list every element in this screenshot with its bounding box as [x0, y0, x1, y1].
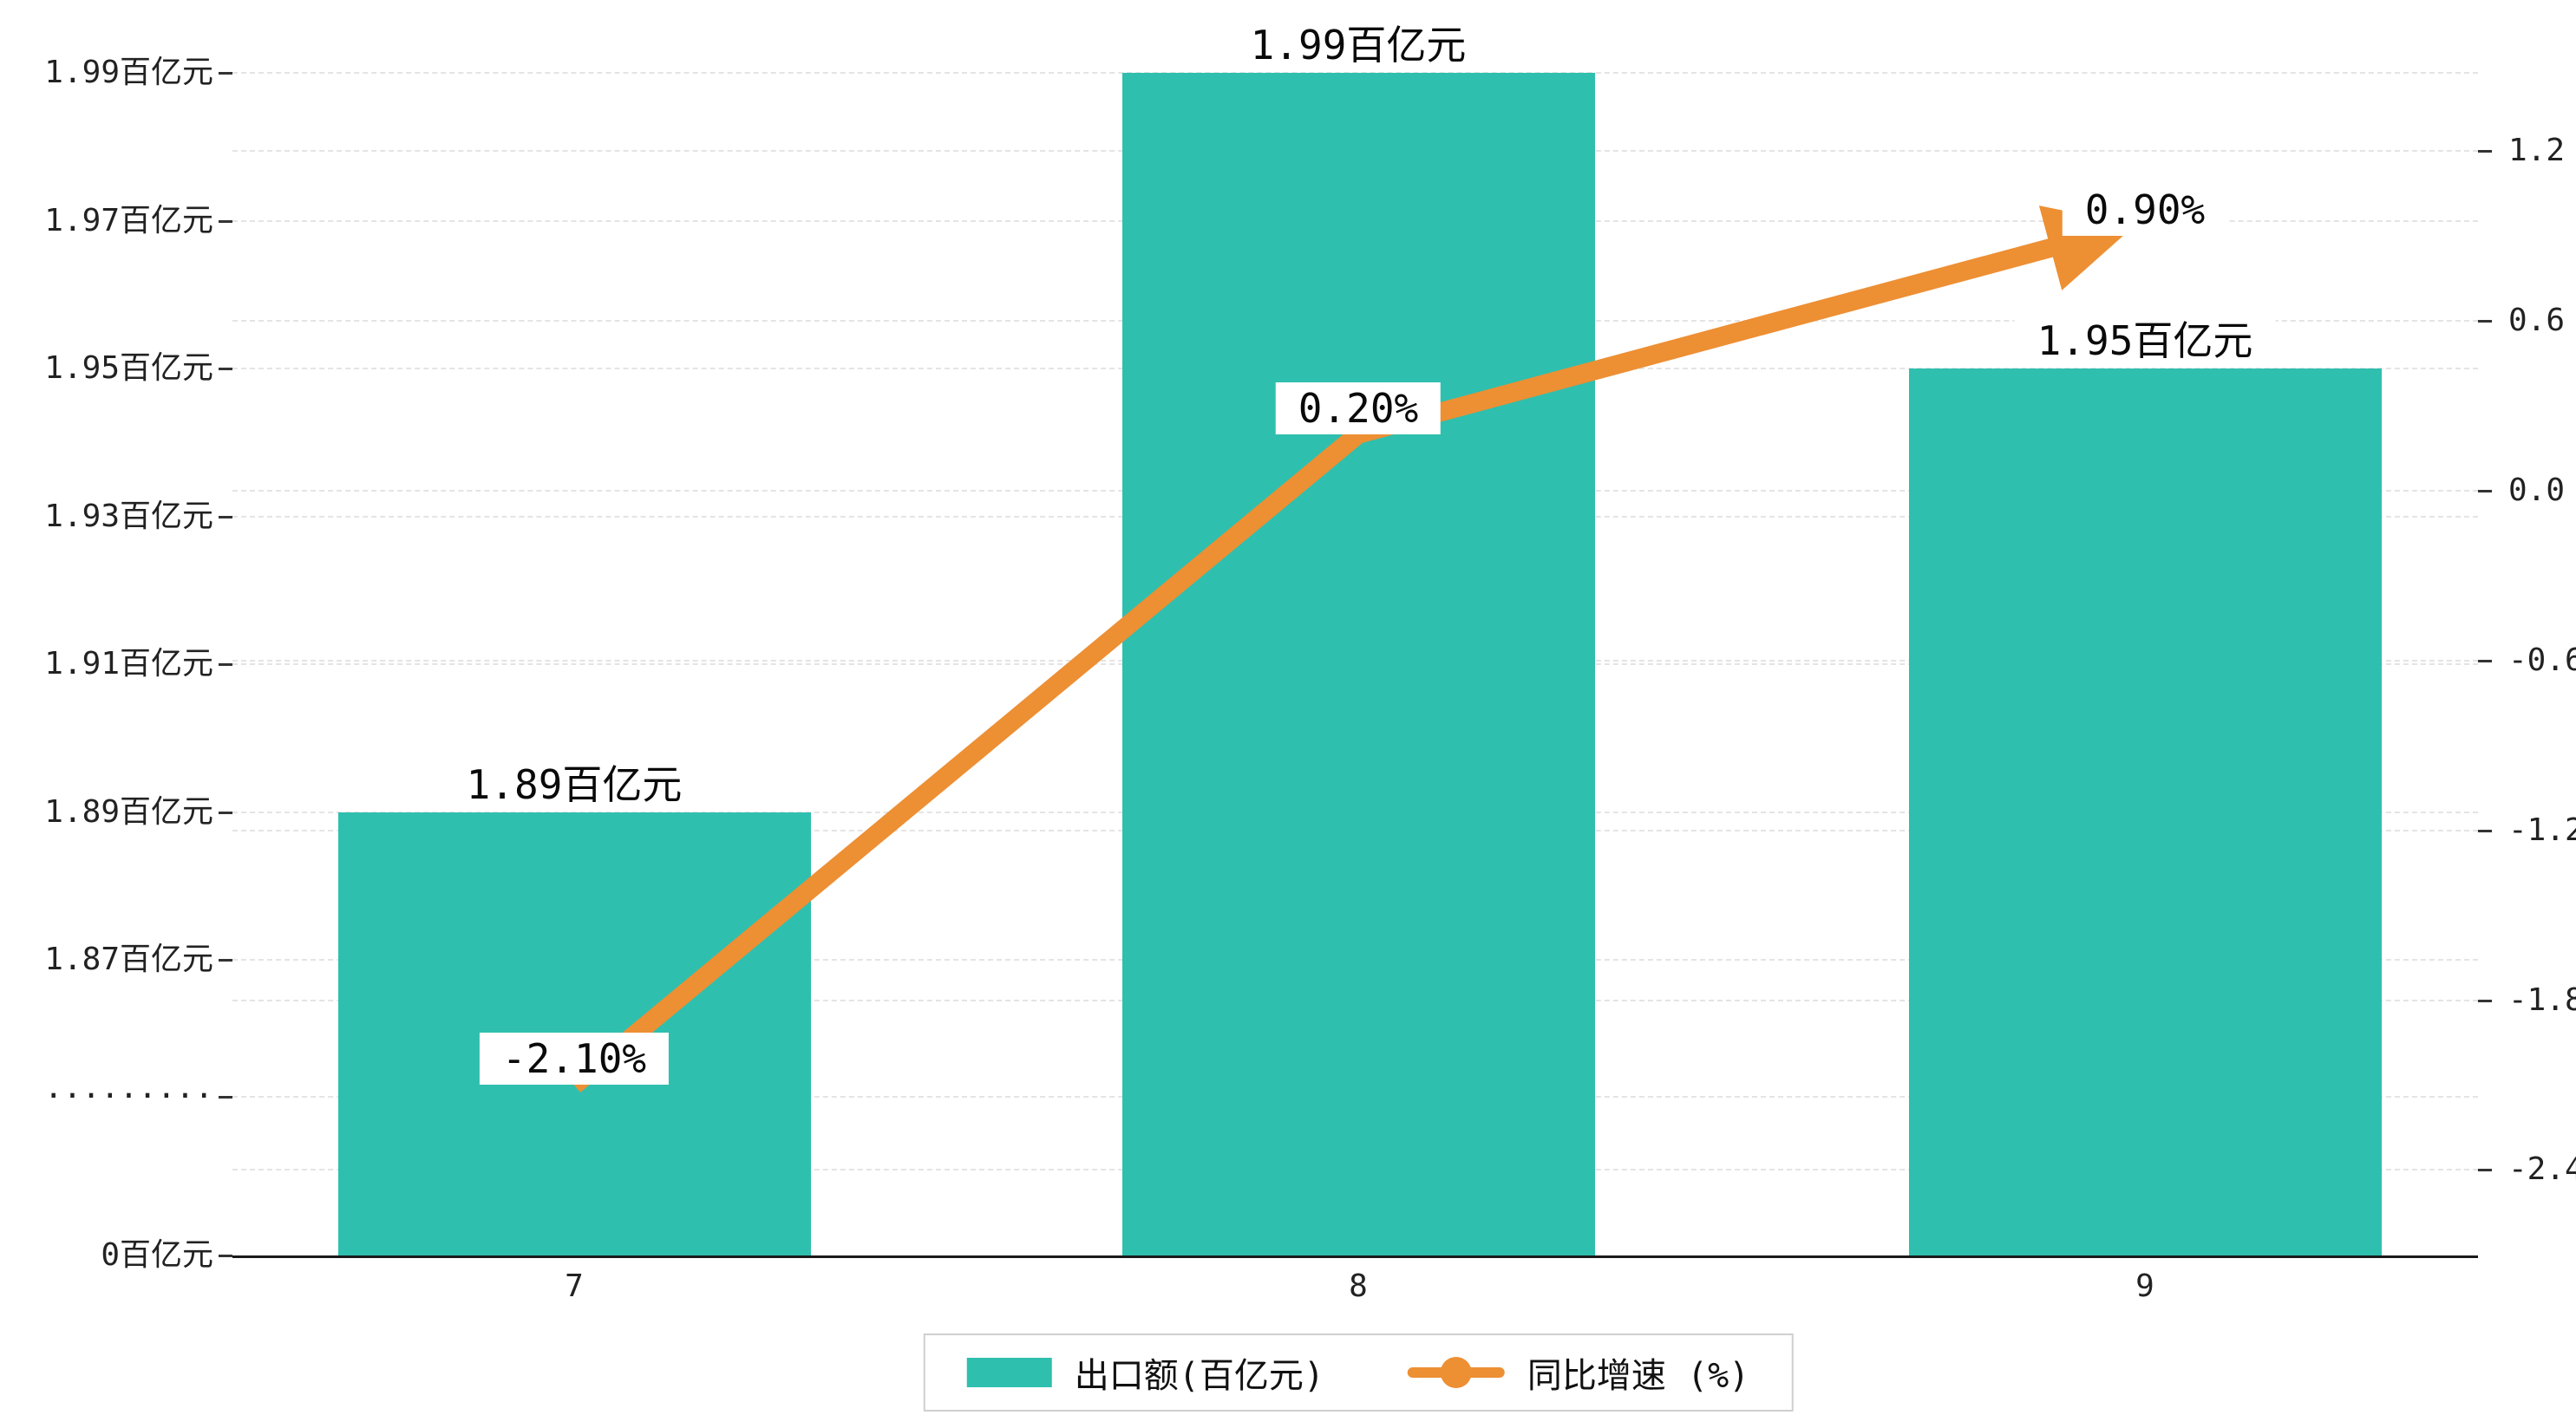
right-axis-label: -2.4 — [2508, 1151, 2576, 1188]
right-axis-tick — [2478, 999, 2492, 1002]
legend-item-growth: 同比增速 (%) — [1407, 1347, 1750, 1398]
left-axis-zero-label: 0百亿元 — [101, 1237, 213, 1273]
x-axis-label: 9 — [2135, 1268, 2154, 1304]
left-axis-tick — [219, 1096, 232, 1099]
left-axis-label: 1.97百亿元 — [44, 202, 213, 238]
left-axis-tick — [219, 219, 232, 223]
left-axis-label: 1.93百亿元 — [44, 498, 213, 534]
x-axis-label: 7 — [565, 1268, 584, 1304]
bar-value-label: 1.95百亿元 — [2014, 315, 2276, 367]
left-axis-label: 1.87百亿元 — [44, 942, 213, 977]
bar-value-label: 1.89百亿元 — [443, 758, 705, 811]
right-axis-tick — [2478, 829, 2492, 832]
bar-month-8 — [1121, 73, 1595, 1255]
left-axis-tick — [219, 515, 232, 518]
x-axis-line — [232, 1255, 2478, 1258]
right-axis-tick — [2478, 659, 2492, 662]
legend: 出口额(百亿元) 同比增速 (%) — [923, 1333, 1794, 1412]
bar-value-label: 1.99百亿元 — [1227, 19, 1489, 71]
right-axis-label: -1.8 — [2508, 981, 2576, 1018]
legend-item-exports: 出口额(百亿元) — [966, 1347, 1324, 1398]
line-marker-icon — [1407, 1357, 1505, 1388]
legend-label-growth: 同比增速 (%) — [1527, 1356, 1750, 1396]
left-axis-tick — [219, 72, 232, 75]
right-axis-label: -1.2 — [2508, 812, 2576, 848]
right-axis-label: -0.6 — [2508, 642, 2576, 678]
x-axis-label: 8 — [1349, 1268, 1368, 1304]
legend-label-exports: 出口额(百亿元) — [1074, 1356, 1324, 1396]
right-axis-tick — [2478, 490, 2492, 492]
right-axis-tick — [2478, 150, 2492, 153]
axis-break-label: ········· — [43, 1079, 213, 1114]
left-axis-label: 1.89百亿元 — [44, 793, 213, 830]
left-axis-tick — [219, 959, 232, 962]
left-axis-tick — [219, 811, 232, 814]
right-axis-label: 0.0 — [2508, 473, 2566, 508]
line-value-label: 0.20% — [1275, 381, 1442, 434]
bar-swatch-icon — [966, 1358, 1052, 1387]
right-axis-tick — [2478, 320, 2492, 323]
left-axis-tick — [219, 368, 232, 370]
left-axis-label: 1.91百亿元 — [44, 646, 213, 681]
line-dot-icon — [1440, 1357, 1472, 1388]
bar-month-9 — [1908, 368, 2382, 1255]
right-axis-tick — [2478, 1169, 2492, 1172]
left-axis-tick — [219, 1255, 232, 1257]
left-axis-label: 1.95百亿元 — [44, 350, 213, 386]
line-value-label: -2.10% — [479, 1033, 670, 1086]
line-value-label: 0.90% — [2062, 184, 2228, 237]
left-axis-tick — [219, 663, 232, 666]
right-axis-label: 1.2 — [2508, 133, 2566, 169]
left-axis-label: 1.99百亿元 — [44, 55, 213, 90]
right-axis-label: 0.6 — [2508, 303, 2566, 339]
